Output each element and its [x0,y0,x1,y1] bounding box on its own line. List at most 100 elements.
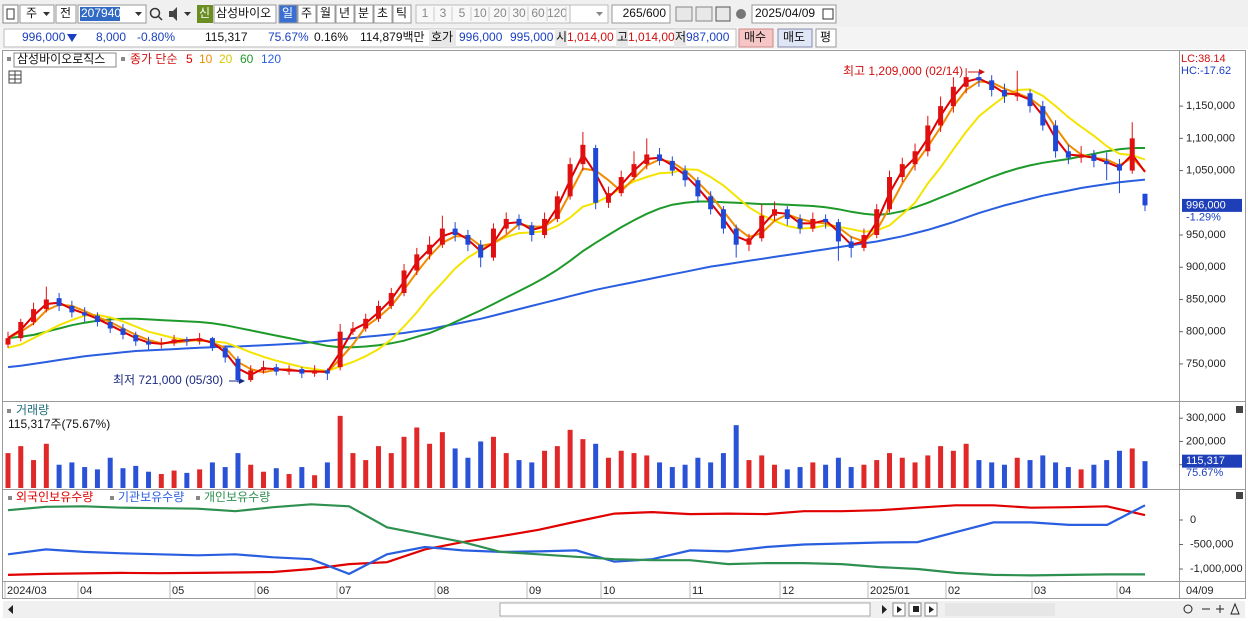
legend-icon [7,57,11,61]
candle-body [682,170,688,181]
period-select[interactable] [19,4,55,24]
last-ratio-label: 75.67% [1186,467,1224,479]
speaker-icon[interactable] [169,7,177,21]
date-box[interactable] [751,4,837,24]
scroll-thumb[interactable] [499,602,871,617]
zoom-icon[interactable] [1183,604,1193,614]
volume-bar [797,467,803,488]
x-tick-label: 2025/01 [870,585,910,597]
volume-bar [605,457,611,488]
title-box [13,52,117,68]
scroll-right[interactable] [882,605,887,614]
panel-button[interactable] [1236,492,1243,499]
sell-text: 매도 [783,30,805,44]
holding-line [7,503,1145,577]
volume-bar [1129,448,1135,488]
chart-frame [2,50,1246,599]
volume-bar [171,470,177,488]
low: 987,000 [686,30,730,44]
dropdown-arrow [43,12,50,16]
calendar-icon[interactable] [822,8,834,20]
candle-body [312,370,318,374]
volume-bar [235,453,241,488]
candle-body [1014,93,1020,97]
last-price-box [1182,198,1242,212]
volume-bar [222,467,228,488]
legend-entry: 20 [219,52,233,66]
zoom-track[interactable] [945,603,1055,616]
legend-entry: 개인보유수량 [204,490,270,504]
x-tick-label: 10 [603,585,615,597]
y-tick-label: 1,150,000 [1186,100,1235,112]
candle-body [618,177,624,194]
ma-line [7,147,1145,349]
x-tick-label: 07 [339,585,351,597]
candle-body [695,180,701,197]
interval-button[interactable] [278,4,298,24]
interval-button[interactable] [373,4,393,24]
volume-bar [1053,462,1059,488]
candle-body [657,154,663,161]
prev-text: 전 [60,6,71,20]
interval-button[interactable] [297,4,317,24]
volume-bar [273,468,279,488]
volume-bar [478,441,484,488]
candle-body [133,334,139,342]
x-tick-label: 06 [257,585,269,597]
buy-button[interactable] [738,28,774,48]
x-tick-label: 12 [782,585,794,597]
settings-icon[interactable] [736,9,746,19]
unit-select[interactable] [569,4,609,24]
candle-body [912,151,918,165]
candle-body [720,209,726,229]
turnover: 0.16% [314,30,348,44]
high-label: 고 [617,30,628,44]
menu-icon[interactable] [2,4,19,24]
volume-bar [938,446,944,488]
y-tick-label: -1,000,000 [1190,563,1243,575]
interval-button[interactable] [354,4,374,24]
volume-bar [746,460,752,488]
interval-button[interactable] [316,4,336,24]
code-dropdown[interactable] [135,12,142,16]
candle-body [273,367,279,372]
volume-bar [874,460,880,488]
candle-body [925,125,931,152]
panel-button[interactable] [1236,406,1243,413]
volume-bar [1027,460,1033,488]
candle-body [82,312,88,316]
candle-body [899,164,905,178]
sell-button[interactable] [777,28,813,48]
candle-body [5,338,11,345]
interval-text: 월 [320,6,331,20]
candle-body [158,343,164,345]
avg-text: 평 [820,30,831,44]
code-selection [80,7,120,21]
save-icon[interactable] [715,6,731,22]
interval-button[interactable] [392,4,412,24]
name-box [213,4,277,24]
candle-body [350,328,356,332]
scroll-left[interactable] [8,605,13,614]
font-icon[interactable] [1230,602,1240,615]
volume-bar [414,427,420,488]
candle-body [669,160,675,171]
tool-icon[interactable] [695,6,713,22]
candle-body [465,235,471,245]
candle-body [31,309,37,323]
volume-bar [248,464,254,488]
volume-bar [886,453,892,488]
volume-bar [503,453,509,488]
legend-entry: 10 [199,52,213,66]
avg-button[interactable] [815,28,837,48]
y-tick-label: 200,000 [1186,435,1226,447]
search-icon[interactable] [149,7,161,19]
tool-icon[interactable] [675,6,693,22]
interval-button[interactable] [335,4,355,24]
volume-bar [695,457,701,488]
y-tick-label: 750,000 [1186,358,1226,370]
volume-bar [350,453,356,488]
candle-body [835,222,841,242]
prev-button[interactable] [55,4,77,24]
low-label: 저 [675,30,686,44]
